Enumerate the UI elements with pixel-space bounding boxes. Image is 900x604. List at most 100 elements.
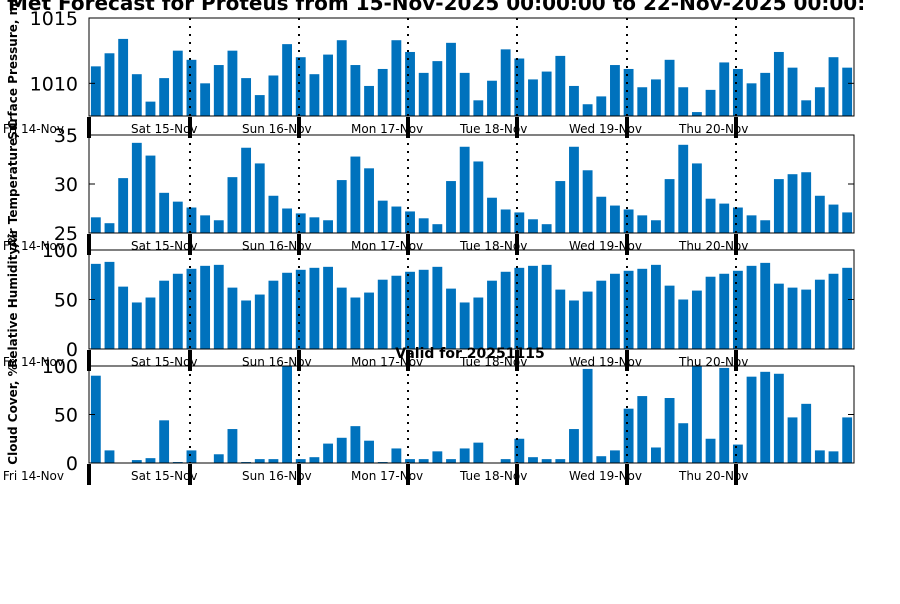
bar xyxy=(814,279,825,349)
bar xyxy=(159,420,170,463)
y-axis-label: Air Temperature, C xyxy=(6,120,20,248)
bar xyxy=(282,366,292,463)
bar xyxy=(186,450,197,463)
bar xyxy=(541,224,552,233)
bar xyxy=(651,264,661,349)
bar xyxy=(760,262,771,349)
day-label: Tue 18-Nov xyxy=(459,122,527,136)
bar xyxy=(500,49,511,116)
bar xyxy=(213,454,224,463)
bar xyxy=(705,276,716,349)
bar xyxy=(200,215,211,233)
bar xyxy=(541,264,552,349)
bar xyxy=(159,192,170,233)
bar xyxy=(268,459,279,463)
bar xyxy=(814,195,825,233)
day-label: Sun 16-Nov xyxy=(242,122,312,136)
bar xyxy=(391,206,402,233)
bar xyxy=(555,55,566,116)
bar xyxy=(432,451,443,463)
bar xyxy=(336,40,347,116)
bar xyxy=(418,269,429,349)
bar xyxy=(801,172,812,233)
bar xyxy=(828,204,839,233)
bar xyxy=(719,273,730,349)
bar xyxy=(391,448,402,463)
bar xyxy=(719,62,730,116)
bar xyxy=(705,89,716,116)
bar xyxy=(514,58,525,116)
y-tick-label: 30 xyxy=(54,174,78,196)
bar xyxy=(596,456,607,463)
bar xyxy=(678,423,689,463)
bar xyxy=(500,209,511,233)
bar xyxy=(377,200,388,233)
bar xyxy=(131,142,142,233)
bar xyxy=(432,224,443,233)
bar xyxy=(309,74,320,116)
bar xyxy=(268,195,279,233)
bar xyxy=(678,144,689,233)
bar xyxy=(131,74,142,116)
bar xyxy=(241,147,252,233)
bar xyxy=(842,267,853,349)
bar xyxy=(787,417,798,463)
bar xyxy=(323,220,333,233)
bar xyxy=(569,146,579,233)
bar xyxy=(582,170,593,233)
bar xyxy=(610,273,620,349)
bar xyxy=(514,212,525,233)
y-axis-label: Surface Pressure, mb xyxy=(6,0,20,140)
bar xyxy=(664,59,675,116)
bar xyxy=(118,178,129,233)
day-label: Sun 16-Nov xyxy=(242,469,312,483)
day-label: Sat 15-Nov xyxy=(131,469,198,483)
bar xyxy=(814,450,825,463)
bar xyxy=(664,179,675,233)
bar xyxy=(828,273,839,349)
bar xyxy=(773,283,784,349)
bar xyxy=(145,155,156,233)
bar xyxy=(405,271,415,349)
bar xyxy=(200,265,211,349)
bar xyxy=(336,437,347,463)
y-tick-label: 25 xyxy=(54,223,78,245)
bar xyxy=(569,300,579,349)
day-label: Thu 20-Nov xyxy=(678,355,748,369)
bar xyxy=(446,288,456,349)
bar xyxy=(541,459,552,463)
bar xyxy=(131,302,142,349)
bar xyxy=(377,68,388,116)
bar xyxy=(459,448,470,463)
bar xyxy=(814,87,825,116)
bar xyxy=(446,459,456,463)
bar xyxy=(459,72,470,116)
bar xyxy=(90,375,101,463)
bar xyxy=(145,458,156,463)
bar xyxy=(213,264,224,349)
bar xyxy=(295,459,306,463)
bar xyxy=(637,215,648,233)
y-tick-label: 1015 xyxy=(30,8,78,30)
bar xyxy=(705,438,716,463)
y-tick-label: 1010 xyxy=(30,73,78,95)
bar xyxy=(282,272,292,349)
bar xyxy=(241,300,252,349)
bar xyxy=(719,367,730,463)
bar xyxy=(295,57,306,116)
bar xyxy=(254,294,265,349)
bar xyxy=(732,207,743,233)
bar xyxy=(131,460,142,463)
day-label: Fri 14-Nov xyxy=(3,239,64,253)
bar xyxy=(760,220,771,233)
bar xyxy=(678,299,689,349)
bar xyxy=(364,440,374,463)
bar xyxy=(473,442,484,463)
bar xyxy=(569,429,579,463)
bar xyxy=(90,263,101,349)
bar xyxy=(732,270,743,349)
bar xyxy=(760,371,771,463)
day-label: Wed 19-Nov xyxy=(569,239,642,253)
